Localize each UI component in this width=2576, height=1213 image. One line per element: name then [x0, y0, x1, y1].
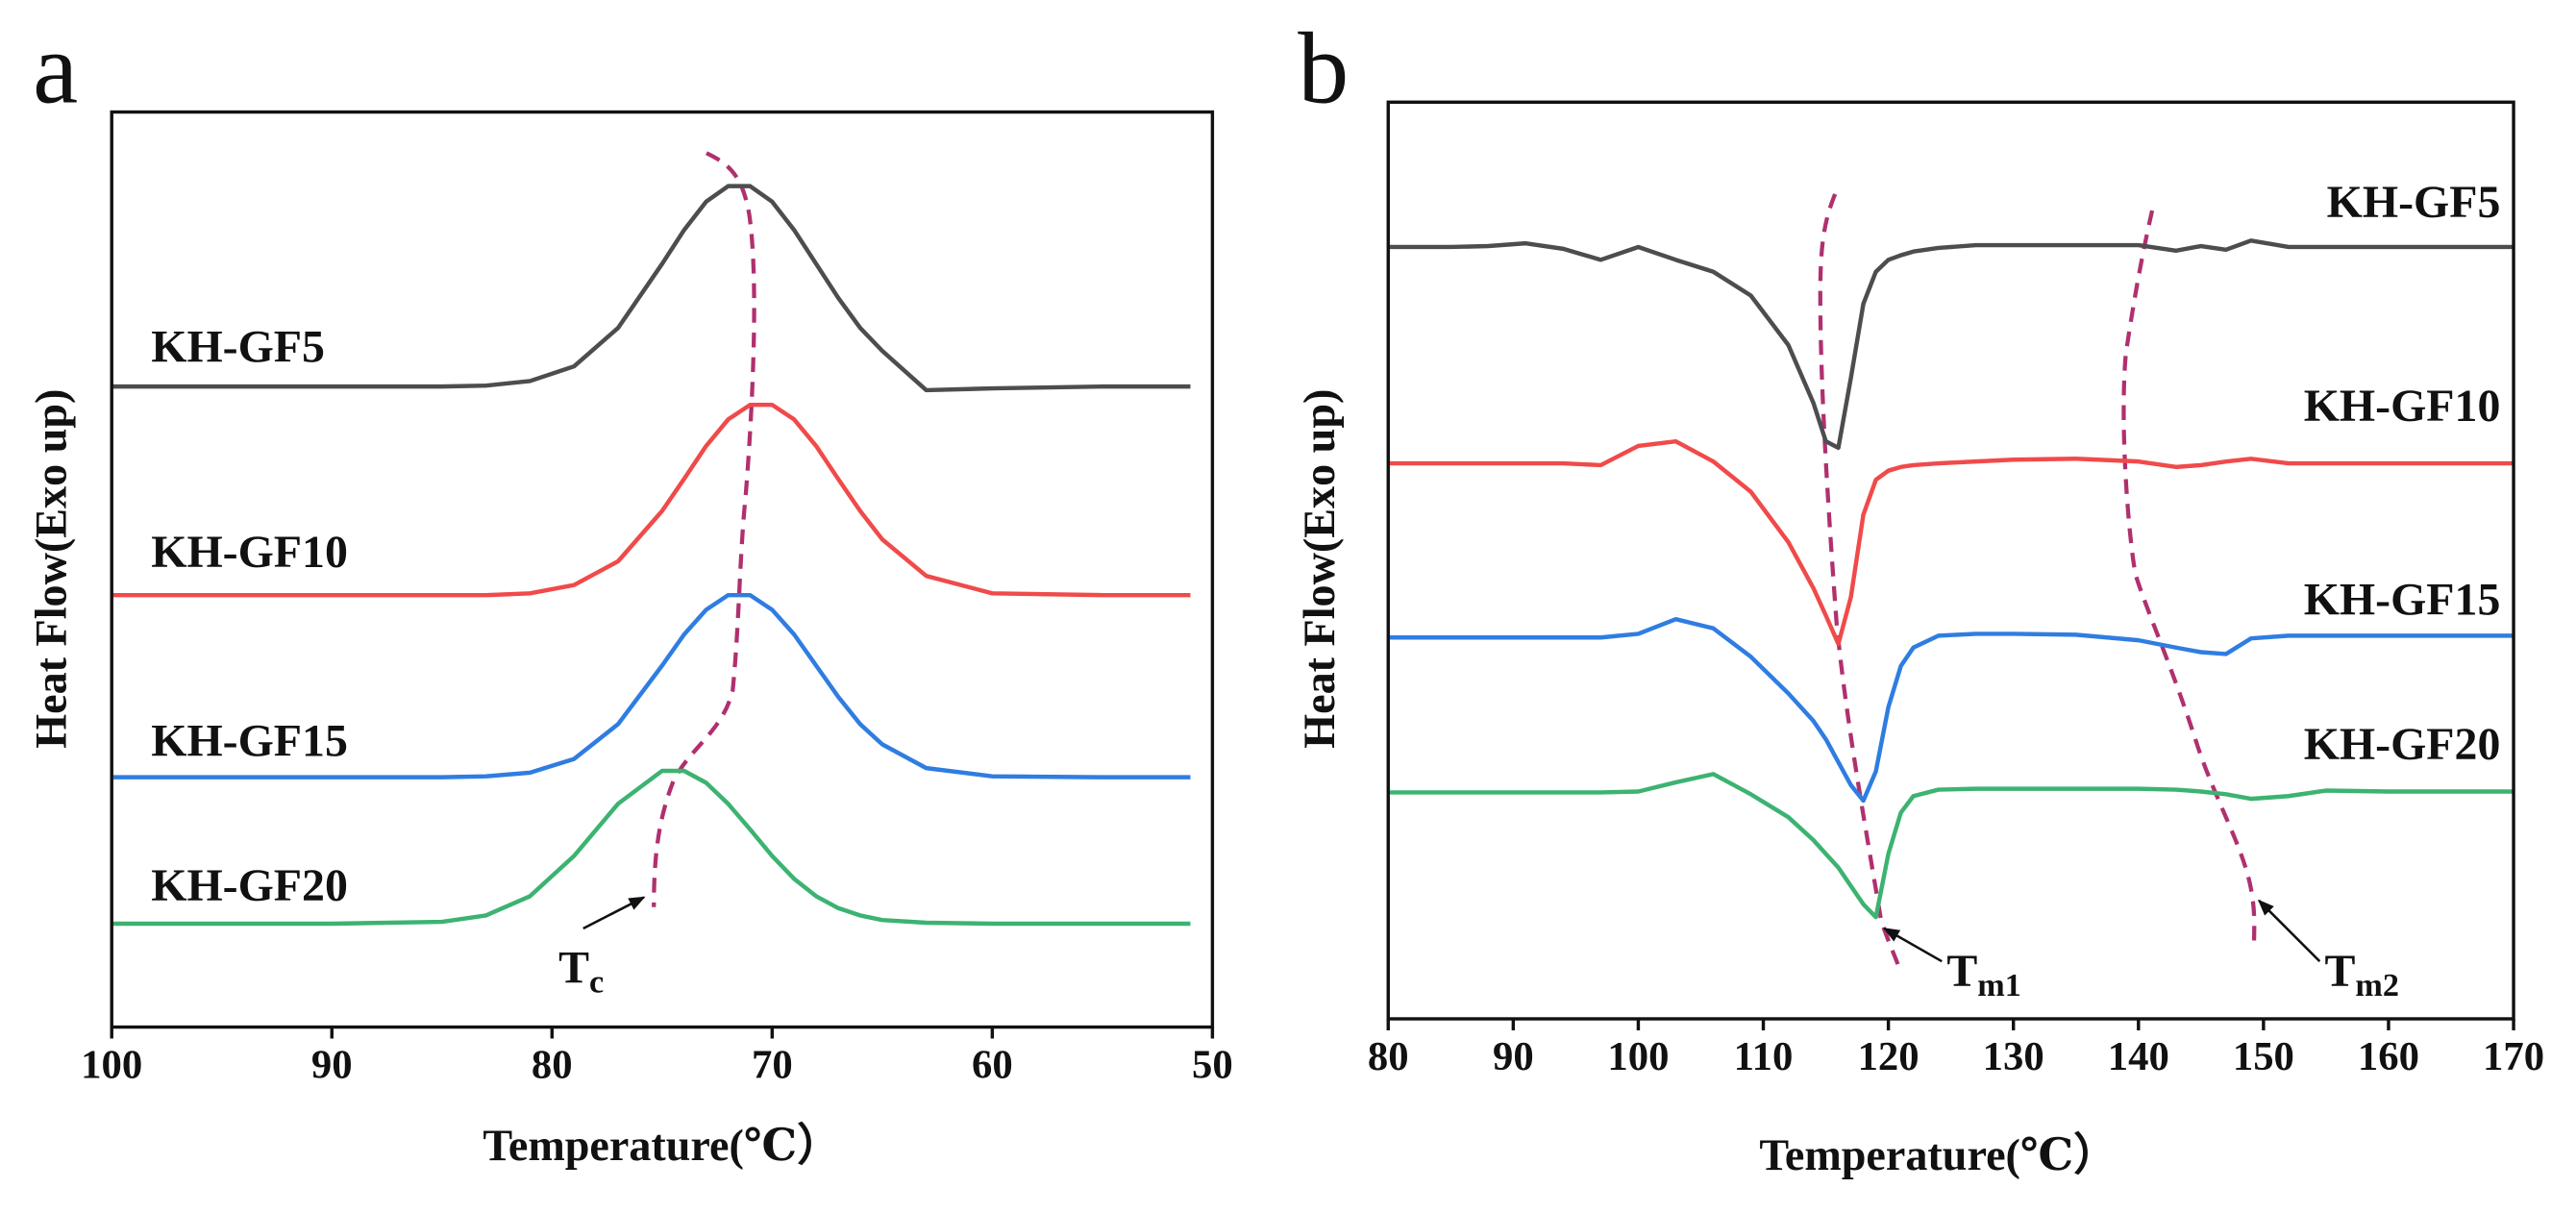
x-tick-label: 140 — [2108, 1034, 2169, 1079]
tm2-guide — [2121, 210, 2257, 949]
x-tick-label: 130 — [1983, 1034, 2044, 1079]
series-label: KH-GF10 — [151, 527, 348, 578]
x-tick-label: 90 — [311, 1043, 353, 1088]
series-label: KH-GF5 — [2327, 177, 2501, 228]
series-line — [111, 768, 1191, 927]
plot-frame — [1386, 100, 2515, 1021]
series-line — [1388, 438, 2514, 647]
panel-label: b — [1298, 12, 1349, 124]
x-axis-title: Temperature(℃） — [483, 1121, 841, 1170]
tc-arrow — [582, 896, 646, 930]
annotation: Tm2 — [2324, 946, 2398, 1003]
series-label: KH-GF5 — [151, 321, 325, 372]
x-tick-label: 120 — [1858, 1034, 1920, 1079]
x-tick-label: 50 — [1192, 1043, 1233, 1088]
series-label: KH-GF10 — [2304, 381, 2501, 432]
annotation-sub: m2 — [2355, 968, 2399, 1003]
annotation-main: T — [558, 942, 589, 993]
y-axis-title: Heat Flow(Exo up) — [1295, 389, 1344, 749]
series-label: KH-GF15 — [151, 716, 348, 767]
x-tick-label: 100 — [1607, 1034, 1669, 1079]
series-line — [1388, 238, 2514, 451]
tm1-arrow — [1882, 927, 1943, 963]
annotation-sub: c — [589, 965, 604, 1001]
series-label: KH-GF20 — [2304, 719, 2501, 770]
y-axis-title: Heat Flow(Exo up) — [26, 389, 75, 749]
x-tick-label: 110 — [1734, 1034, 1794, 1079]
x-tick-label: 160 — [2358, 1034, 2419, 1079]
annotation-main: T — [2324, 946, 2355, 997]
x-tick-label: 100 — [81, 1043, 142, 1088]
series-line — [111, 184, 1191, 393]
x-tick-label: 90 — [1493, 1034, 1534, 1079]
series-label: KH-GF20 — [151, 860, 348, 911]
panel-label: a — [33, 12, 78, 124]
annotation: Tm1 — [1946, 946, 2020, 1003]
x-tick-label: 70 — [752, 1043, 793, 1088]
tm2-arrow — [2257, 899, 2321, 963]
plot-frame — [110, 110, 1215, 1029]
series-line — [111, 402, 1191, 598]
x-axis-title: Temperature(℃） — [1759, 1130, 2118, 1179]
x-tick-label: 60 — [972, 1043, 1013, 1088]
annotation: Tc — [558, 942, 604, 1000]
series-line — [1388, 616, 2514, 804]
tm1-guide — [1818, 193, 1903, 974]
annotation-sub: m1 — [1977, 968, 2021, 1003]
series-line — [1388, 772, 2514, 920]
series-line — [111, 592, 1191, 780]
x-tick-label: 80 — [1368, 1034, 1409, 1079]
tc-guide — [652, 151, 756, 907]
x-tick-label: 80 — [532, 1043, 573, 1088]
x-tick-label: 150 — [2233, 1034, 2294, 1079]
x-tick-label: 170 — [2483, 1034, 2544, 1079]
annotation-main: T — [1946, 946, 1977, 997]
series-label: KH-GF15 — [2304, 575, 2501, 626]
